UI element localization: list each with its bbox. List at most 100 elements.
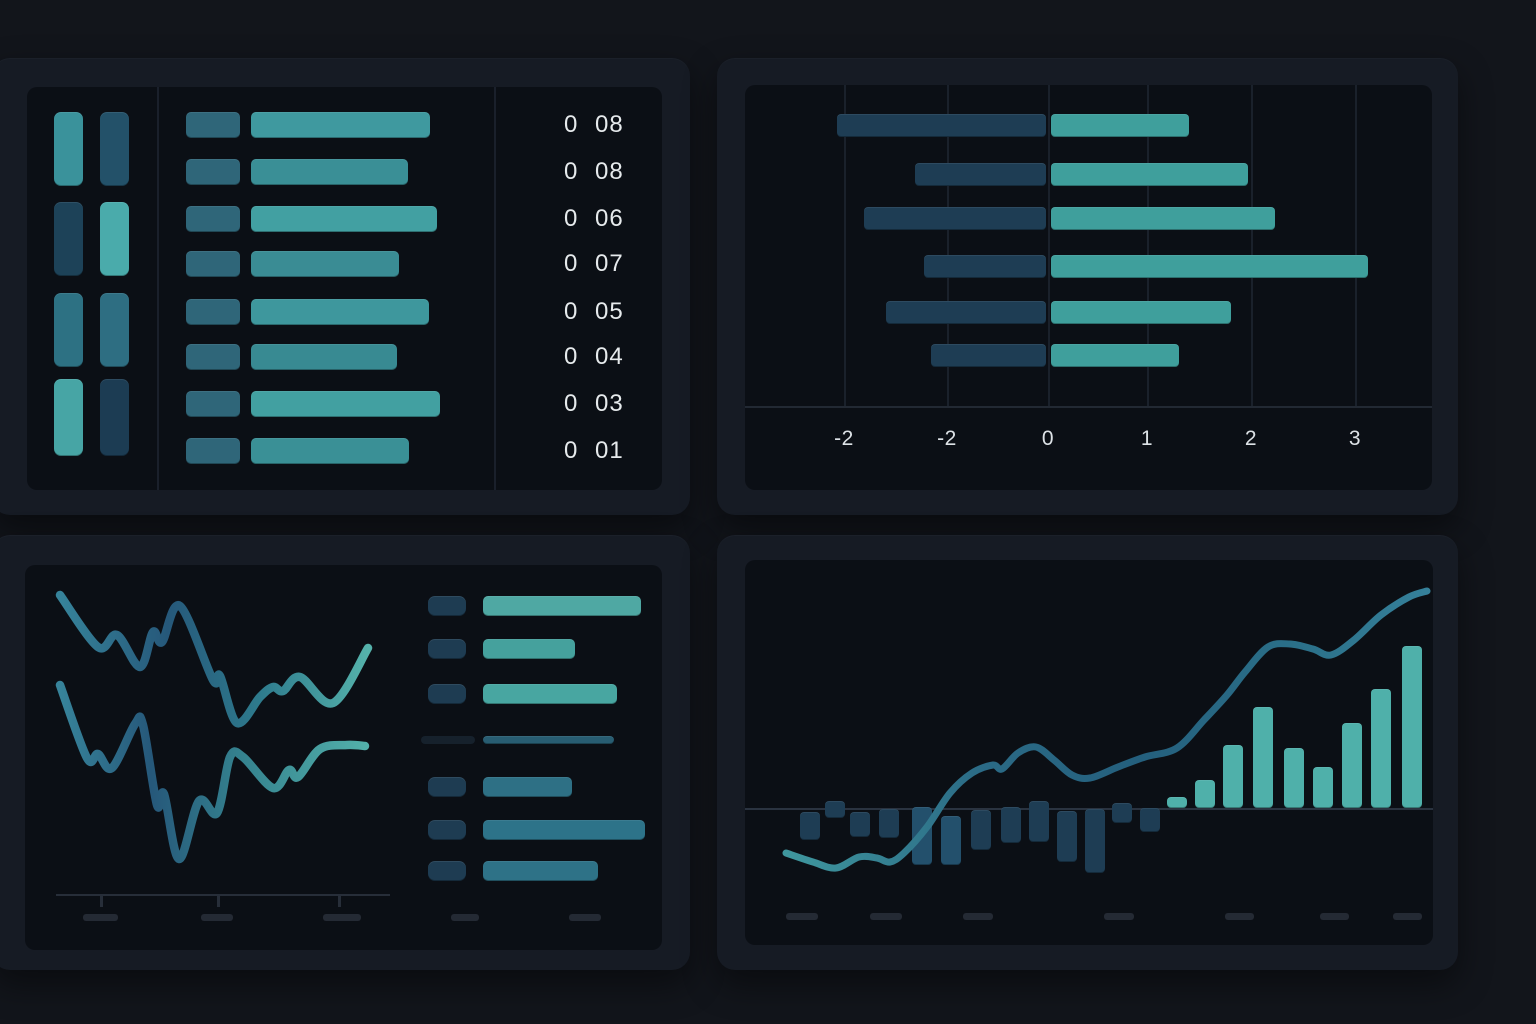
bar-negative: [1057, 811, 1077, 862]
bar-negative: [800, 812, 820, 840]
tick-dash: [201, 914, 233, 921]
column-divider: [494, 87, 496, 490]
row-long-bar: [251, 251, 399, 277]
positive-bar: [1051, 163, 1248, 186]
legend-bar: [483, 736, 614, 744]
row-value: 0 05: [564, 298, 624, 325]
tick-dash: [569, 914, 601, 921]
row-value: 0 07: [564, 250, 624, 277]
axis-line: [56, 894, 390, 896]
row-short-bar: [186, 159, 240, 185]
tick-dash: [1225, 913, 1254, 920]
panel-bar-line-combo: [717, 535, 1458, 970]
tick-dash: [963, 913, 993, 920]
row-long-bar: [251, 391, 440, 417]
tick-dash: [1393, 913, 1422, 920]
panel-diverging-bar-chart: -2 -2 0 1 2 3: [717, 58, 1458, 515]
gridline: [1251, 85, 1253, 406]
axis-tick: [100, 894, 103, 907]
tick-dash: [786, 913, 818, 920]
tick-dash: [83, 914, 118, 921]
legend-swatch: [428, 684, 466, 704]
axis-tick: [217, 894, 220, 907]
row-short-bar: [186, 251, 240, 277]
row-long-bar: [251, 344, 397, 370]
bar-negative: [825, 801, 845, 818]
positive-bar: [1051, 114, 1189, 137]
diverging-bar-chart-area: -2 -2 0 1 2 3: [745, 85, 1432, 490]
axis-separator: [745, 406, 1432, 408]
row-value: 0 04: [564, 343, 624, 370]
row-short-bar: [186, 299, 240, 325]
category-pill: [54, 202, 83, 276]
x-tick-label: 1: [1140, 427, 1154, 450]
category-pill: [100, 293, 129, 367]
positive-bar: [1051, 344, 1179, 367]
positive-bar: [1051, 255, 1368, 278]
row-value: 0 08: [564, 158, 624, 185]
bar-negative: [1001, 807, 1021, 843]
line-series-lower: [55, 680, 370, 864]
category-pill: [100, 379, 129, 456]
gridline: [1355, 85, 1357, 406]
panel-ranked-list: 0 08 0 08 0 06 0 07 0 05 0 04 0 03 0 01: [0, 58, 690, 515]
bar-negative: [912, 807, 932, 865]
bar-negative: [1112, 803, 1132, 823]
bar-positive: [1253, 707, 1273, 808]
row-short-bar: [186, 391, 240, 417]
category-pill: [100, 202, 129, 276]
line-chart-area: [25, 565, 662, 950]
bar-line-combo-area: [745, 560, 1433, 945]
gridline: [844, 85, 846, 406]
legend-bar: [483, 596, 641, 616]
tick-dash: [870, 913, 902, 920]
bar-negative: [971, 810, 991, 850]
positive-bar: [1051, 301, 1231, 324]
row-short-bar: [186, 344, 240, 370]
row-value: 0 03: [564, 390, 624, 417]
negative-bar: [886, 301, 1046, 324]
bar-negative: [879, 809, 899, 838]
x-tick-label: -2: [937, 427, 957, 450]
bar-positive: [1223, 745, 1243, 808]
row-long-bar: [251, 159, 408, 185]
positive-bar: [1051, 207, 1275, 230]
bar-negative: [1029, 801, 1049, 842]
legend-swatch-faint: [421, 736, 475, 744]
row-value: 0 01: [564, 437, 624, 464]
bar-positive: [1167, 797, 1187, 808]
row-value: 0 08: [564, 111, 624, 138]
gridline: [1147, 85, 1149, 406]
bar-negative: [1085, 809, 1105, 873]
tick-dash: [451, 914, 479, 921]
negative-bar: [931, 344, 1046, 367]
legend-bar: [483, 861, 598, 881]
legend-bar: [483, 777, 572, 797]
bar-positive: [1402, 646, 1422, 808]
legend-swatch: [428, 596, 466, 616]
legend-bar: [483, 639, 575, 659]
x-tick-label: 3: [1348, 427, 1362, 450]
row-long-bar: [251, 299, 429, 325]
axis-tick: [338, 894, 341, 907]
bar-negative: [941, 816, 961, 865]
bar-positive: [1313, 767, 1333, 808]
legend-swatch: [428, 777, 466, 797]
gridline: [947, 85, 949, 406]
row-long-bar: [251, 438, 409, 464]
tick-dash: [1320, 913, 1349, 920]
row-long-bar: [251, 112, 430, 138]
column-divider: [157, 87, 159, 490]
tick-dash: [1104, 913, 1134, 920]
bar-positive: [1195, 780, 1215, 808]
category-pill: [54, 112, 83, 186]
legend-bar: [483, 820, 645, 840]
negative-bar: [924, 255, 1046, 278]
x-tick-label: 2: [1244, 427, 1258, 450]
category-pill: [100, 112, 129, 186]
legend-bar: [483, 684, 617, 704]
bar-positive: [1371, 689, 1391, 808]
category-pill: [54, 293, 83, 367]
legend-swatch: [428, 861, 466, 881]
